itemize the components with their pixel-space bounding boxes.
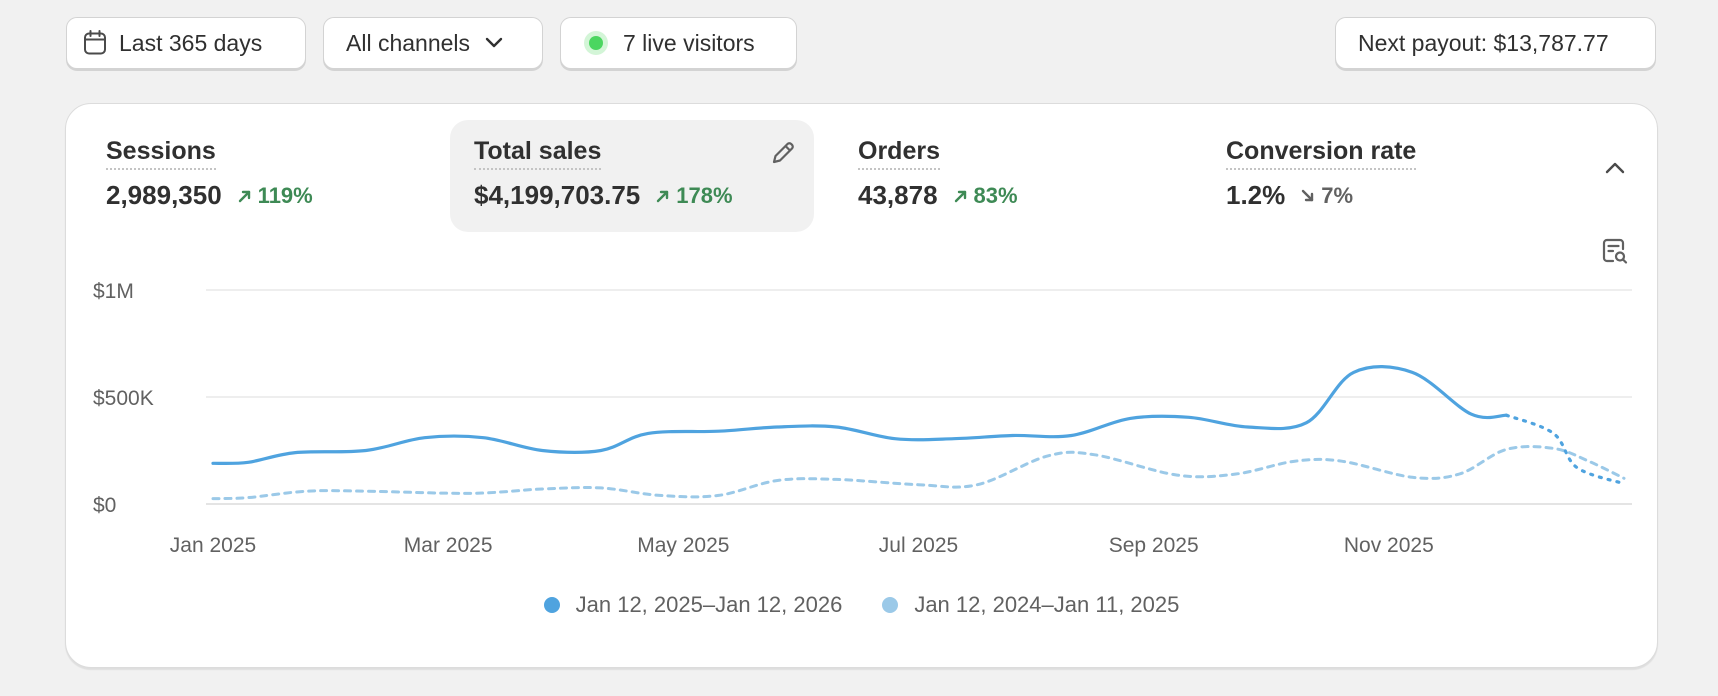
metric-value: 1.2% (1226, 180, 1286, 210)
trend-up-icon (657, 190, 669, 202)
edit-icon[interactable] (768, 138, 798, 173)
metric-conversion-rate[interactable]: Conversion rate 1.2% 7% (1186, 120, 1550, 232)
metric-value: 43,878 (858, 180, 938, 210)
metric-title: Conversion rate (1226, 136, 1417, 170)
metric-sessions[interactable]: Sessions 2,989,350 119% (66, 120, 430, 232)
metric-delta-value: 119% (257, 182, 313, 208)
x-tick-label: Sep 2025 (1109, 534, 1199, 557)
y-tick-label: $500K (93, 387, 154, 410)
metric-delta-value: 7% (1321, 182, 1354, 208)
channels-dropdown[interactable]: All channels (323, 17, 543, 69)
legend-item-current[interactable]: Jan 12, 2025–Jan 12, 2026 (543, 592, 843, 618)
metric-delta-value: 83% (973, 182, 1018, 208)
date-range-label: Last 365 days (119, 29, 263, 56)
x-tick-label: Jan 2025 (170, 534, 256, 557)
analytics-card: Sessions 2,989,350 119% Total sales $4,1… (65, 103, 1658, 668)
metric-delta: 83% (954, 183, 1018, 209)
legend-label: Jan 12, 2024–Jan 11, 2025 (914, 592, 1180, 617)
y-tick-label: $1M (93, 280, 134, 303)
metric-delta-value: 178% (676, 182, 733, 208)
trend-up-icon (238, 190, 250, 202)
metric-orders[interactable]: Orders 43,878 83% (818, 120, 1182, 232)
filter-toolbar: Last 365 days All channels 7 live visito… (66, 17, 1656, 71)
date-range-button[interactable]: Last 365 days (66, 17, 306, 69)
x-tick-label: Mar 2025 (404, 534, 493, 557)
chevron-down-icon (484, 36, 504, 50)
metric-title: Total sales (474, 136, 602, 170)
metric-delta: 7% (1301, 183, 1353, 209)
x-tick-label: Nov 2025 (1344, 534, 1434, 557)
next-payout-button[interactable]: Next payout: $13,787.77 (1335, 17, 1656, 69)
live-visitors-button[interactable]: 7 live visitors (560, 17, 797, 69)
x-tick-label: May 2025 (637, 534, 729, 557)
legend-item-previous[interactable]: Jan 12, 2024–Jan 11, 2025 (882, 592, 1179, 618)
trend-down-icon (1302, 189, 1314, 201)
metric-value: 2,989,350 (106, 180, 222, 210)
live-status-dot (589, 36, 603, 50)
series-line-previous (211, 445, 1626, 501)
metric-total-sales[interactable]: Total sales $4,199,703.75 178% (450, 120, 814, 232)
next-payout-label: Next payout: $13,787.77 (1358, 29, 1609, 56)
legend-dot-previous (882, 597, 899, 613)
legend-label: Jan 12, 2025–Jan 12, 2026 (575, 592, 843, 617)
metric-delta: 119% (238, 183, 313, 209)
series-line-current-projected (1504, 413, 1626, 486)
x-tick-label: Jul 2025 (879, 534, 958, 557)
live-visitors-label: 7 live visitors (623, 29, 755, 56)
calendar-icon (83, 30, 107, 56)
trend-up-icon (954, 190, 966, 202)
metric-title: Orders (858, 136, 940, 170)
metric-title: Sessions (106, 136, 216, 170)
metric-delta: 178% (656, 182, 733, 209)
series-line-current (211, 365, 1508, 466)
chart-legend: Jan 12, 2025–Jan 12, 2026 Jan 12, 2024–J… (66, 592, 1657, 618)
legend-dot-current (543, 597, 560, 613)
y-tick-label: $0 (93, 494, 116, 517)
sales-line-chart: $1M $500K $0 Jan 2025 Mar 2025 May 2025 Jul 20… (93, 280, 1632, 557)
metric-value: $4,199,703.75 (474, 180, 641, 210)
analyze-icon[interactable] (1599, 236, 1629, 271)
chevron-up-icon[interactable] (1603, 160, 1627, 181)
channels-label: All channels (346, 29, 471, 56)
